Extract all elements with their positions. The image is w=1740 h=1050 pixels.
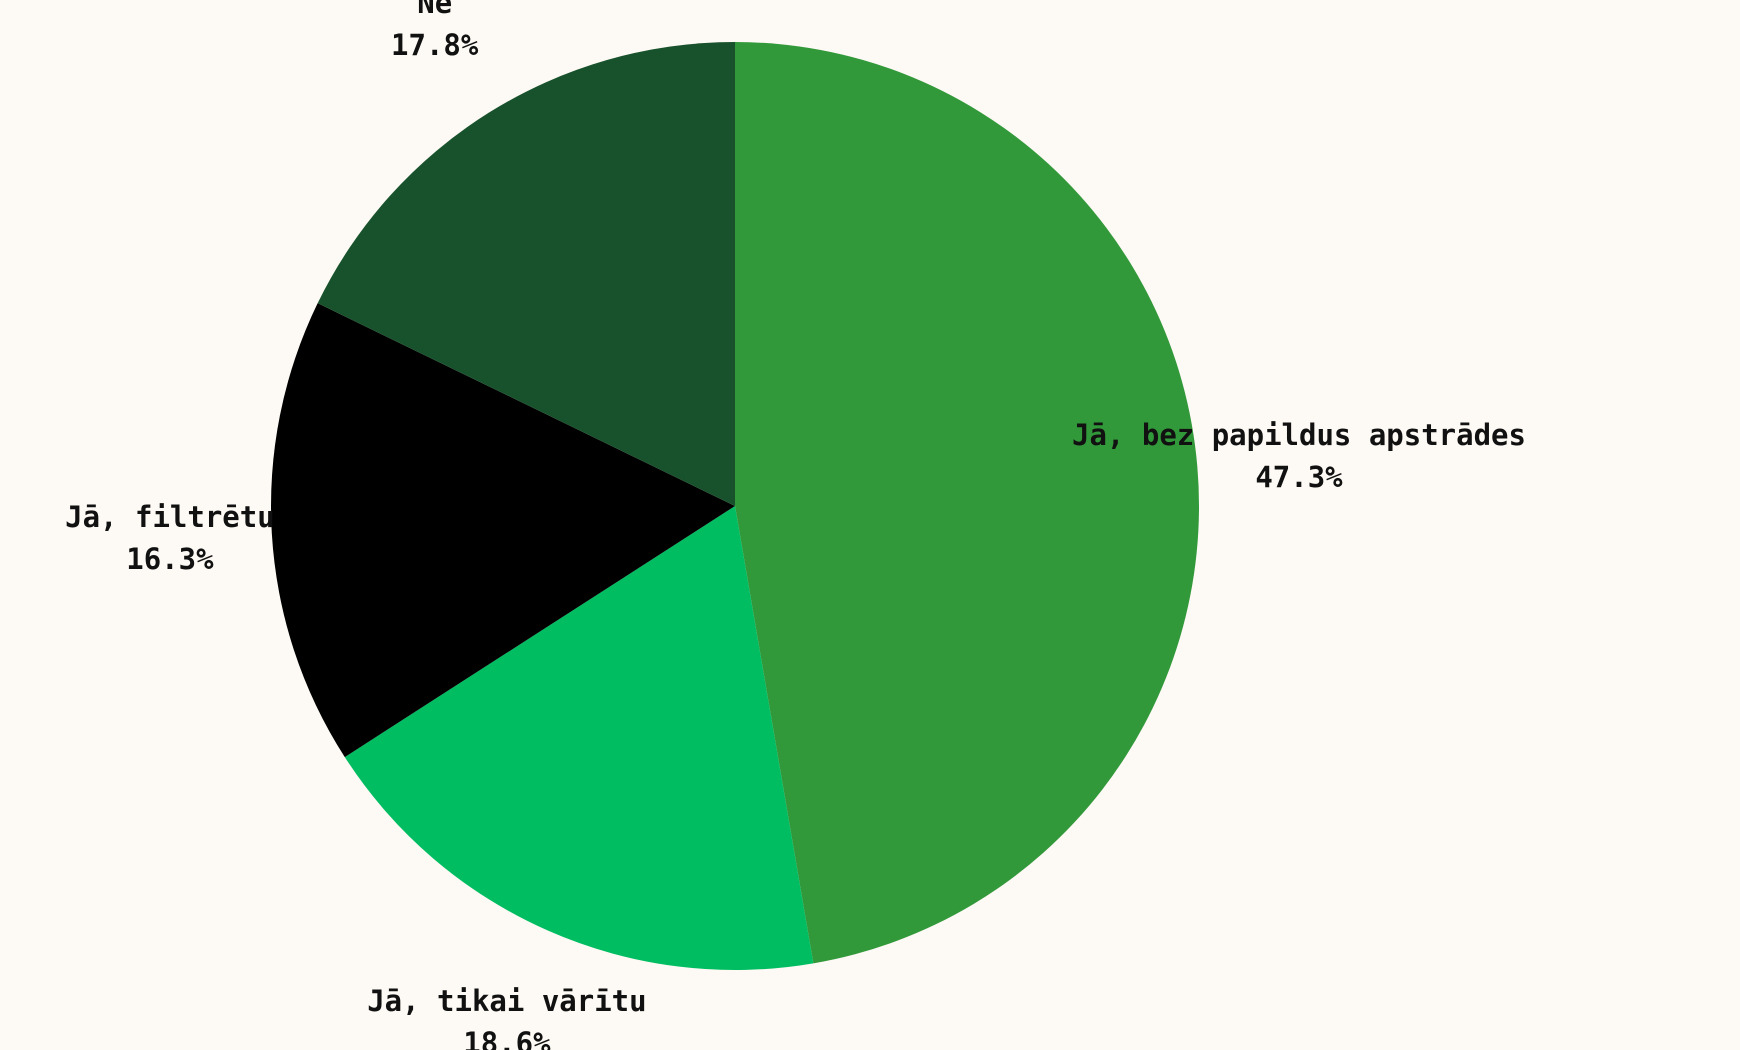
slice-label: Nē [417, 0, 452, 20]
pie-slice [735, 42, 1200, 964]
pie-slices [271, 42, 1200, 971]
slice-label: Jā, bez papildus apstrādes [1072, 418, 1526, 452]
pie-labels: Jā, bez papildus apstrādes 47.3% Jā, tikai… [65, 0, 1526, 1050]
slice-value-label: 18.6% [463, 1026, 551, 1050]
slice-value-label: 47.3% [1255, 460, 1343, 494]
slice-value-label: 16.3% [126, 542, 214, 576]
slice-label: Jā, tikai vārītu [367, 984, 646, 1018]
pie-slice [344, 506, 814, 971]
pie-slice [317, 42, 735, 506]
slice-label: Jā, filtrētu [65, 500, 275, 534]
slice-value-label: 17.8% [391, 28, 479, 62]
pie-slice [271, 303, 735, 758]
